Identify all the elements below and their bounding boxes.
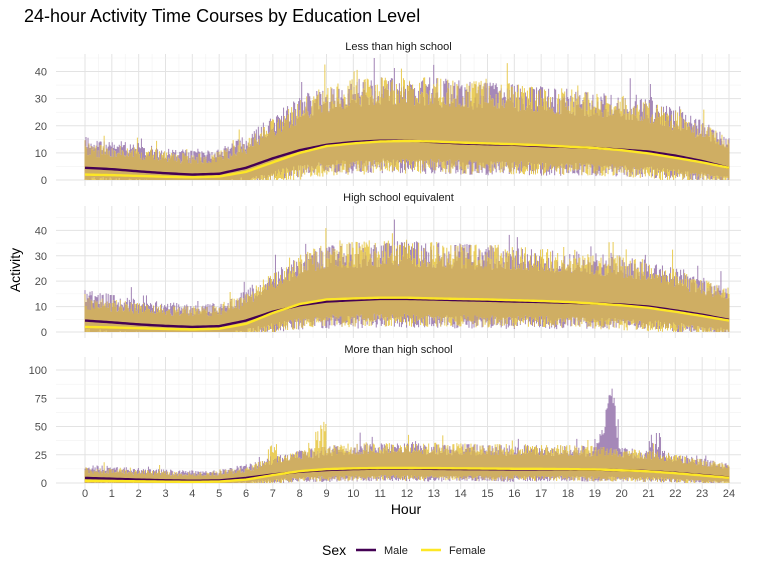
y-tick-label: 0 <box>41 175 47 187</box>
x-tick-label: 4 <box>189 488 195 500</box>
x-axis-title: Hour <box>391 501 422 517</box>
x-tick-label: 5 <box>216 488 222 500</box>
y-tick-label: 0 <box>41 327 47 339</box>
legend-title: Sex <box>322 542 346 558</box>
x-tick-label: 17 <box>535 488 547 500</box>
y-tick-label: 100 <box>29 365 47 377</box>
legend-female-label: Female <box>449 545 486 557</box>
x-tick-label: 7 <box>270 488 276 500</box>
x-tick-label: 23 <box>696 488 708 500</box>
female-mean-line <box>84 139 730 179</box>
chart-title: 24-hour Activity Time Courses by Educati… <box>24 6 420 26</box>
x-axis-ticks: 0 1 2 3 4 5 6 7 8 9 10 11 12 13 14 15 16 17 18 19 20 21 22 23 24 <box>82 488 735 500</box>
x-tick-label: 0 <box>82 488 88 500</box>
facet-strip-label: High school equivalent <box>343 192 454 204</box>
y-tick-label: 40 <box>35 67 47 79</box>
y-tick-label: 10 <box>35 148 47 160</box>
activity-bands <box>84 58 730 180</box>
x-tick-label: 18 <box>562 488 574 500</box>
x-tick-label: 14 <box>455 488 467 500</box>
overlap-band <box>84 77 730 180</box>
y-tick-label: 10 <box>35 302 47 314</box>
male-band <box>84 219 729 332</box>
y-tick-label: 50 <box>35 422 47 434</box>
x-tick-label: 11 <box>374 488 385 500</box>
facet-panel: High school equivalent 0 10 20 30 40 <box>35 192 741 339</box>
x-tick-label: 21 <box>642 488 654 500</box>
female-band <box>86 228 730 332</box>
y-tick-label: 20 <box>35 276 47 288</box>
y-axis-title: Activity <box>7 248 23 292</box>
overlap-band <box>84 241 730 332</box>
x-tick-label: 8 <box>297 488 303 500</box>
y-tick-label: 75 <box>35 393 47 405</box>
x-tick-label: 24 <box>723 488 735 500</box>
legend-male-label: Male <box>384 545 408 557</box>
legend: Sex Male Female <box>322 542 486 558</box>
female-mean-line <box>84 466 730 484</box>
x-tick-label: 10 <box>347 488 359 500</box>
activity-bands <box>84 388 730 483</box>
y-tick-label: 25 <box>35 450 47 462</box>
x-tick-label: 9 <box>323 488 329 500</box>
male-band <box>85 58 730 180</box>
x-tick-label: 13 <box>428 488 440 500</box>
x-tick-label: 16 <box>508 488 520 500</box>
activity-bands <box>84 219 730 332</box>
y-tick-label: 0 <box>41 478 47 490</box>
y-tick-label: 40 <box>35 225 47 237</box>
x-tick-label: 3 <box>162 488 168 500</box>
x-tick-label: 6 <box>243 488 249 500</box>
y-tick-label: 30 <box>35 251 47 263</box>
y-tick-label: 30 <box>35 94 47 106</box>
facet-panel: Less than high school 0 10 20 30 40 <box>35 41 741 187</box>
facet-strip-label: More than high school <box>344 344 452 356</box>
facet-panel: More than high school 0 25 50 75 100 <box>29 344 741 490</box>
x-tick-label: 20 <box>616 488 628 500</box>
x-tick-label: 22 <box>669 488 681 500</box>
x-tick-label: 2 <box>136 488 142 500</box>
female-mean-line <box>84 296 730 331</box>
facet-strip-label: Less than high school <box>345 41 451 53</box>
x-tick-label: 15 <box>481 488 493 500</box>
y-tick-label: 20 <box>35 121 47 133</box>
x-tick-label: 12 <box>401 488 413 500</box>
female-band <box>84 63 730 180</box>
overlap-band <box>84 444 730 483</box>
male-band <box>84 388 728 483</box>
x-tick-label: 1 <box>109 488 115 500</box>
female-band <box>85 421 730 483</box>
x-tick-label: 19 <box>589 488 601 500</box>
